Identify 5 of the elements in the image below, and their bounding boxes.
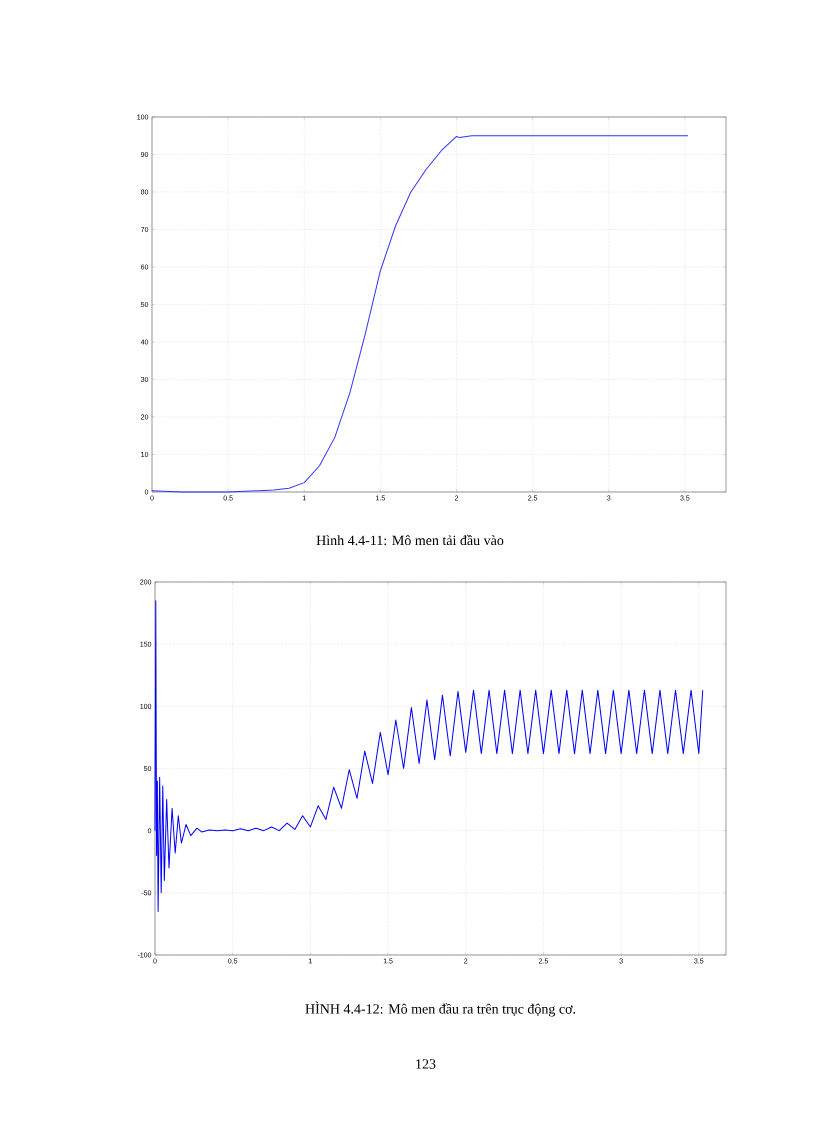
line-series — [154, 600, 704, 912]
line-series — [151, 135, 689, 493]
text: Hình 4.4-11: Mô men tải đầu vào — [316, 534, 504, 546]
text: 123 — [416, 1059, 436, 1069]
text: HÌNH 4.4-12: Mô men đầu ra trên trục động cơ. — [305, 1001, 576, 1017]
